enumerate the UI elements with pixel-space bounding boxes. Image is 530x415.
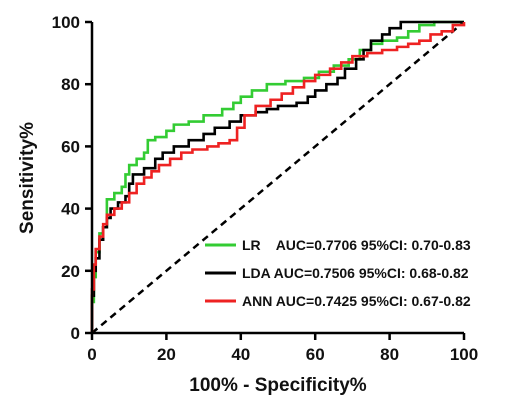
y-axis-title: Sensitivity% — [17, 122, 38, 234]
reference-diagonal-line — [91, 21, 465, 334]
y-tick-label: 40 — [61, 200, 80, 219]
x-tick-label: 100 — [450, 345, 478, 364]
roc-curve-ann — [90, 22, 466, 333]
x-tick-label: 40 — [231, 345, 250, 364]
y-tick-label: 100 — [52, 13, 80, 32]
legend: LR AUC=0.7706 95%CI: 0.70-0.83 LDA AUC=0.… — [205, 237, 471, 309]
x-tick-label: 20 — [157, 345, 176, 364]
x-tick-label: 0 — [87, 345, 96, 364]
x-tick-label: 60 — [306, 345, 325, 364]
x-axis-title: 100% - Specificity% — [189, 375, 367, 396]
y-tick-label: 80 — [61, 75, 80, 94]
legend-label-ann: ANN AUC=0.7425 95%CI: 0.67-0.82 — [242, 293, 471, 309]
y-tick-label: 0 — [71, 324, 80, 343]
y-tick-label: 20 — [61, 262, 80, 281]
y-tick-label: 60 — [61, 137, 80, 156]
roc-curve-lda — [90, 20, 464, 333]
legend-label-lr: LR AUC=0.7706 95%CI: 0.70-0.83 — [242, 237, 471, 253]
legend-label-lda: LDA AUC=0.7506 95%CI: 0.68-0.82 — [242, 265, 469, 281]
x-tick-label: 80 — [380, 345, 399, 364]
